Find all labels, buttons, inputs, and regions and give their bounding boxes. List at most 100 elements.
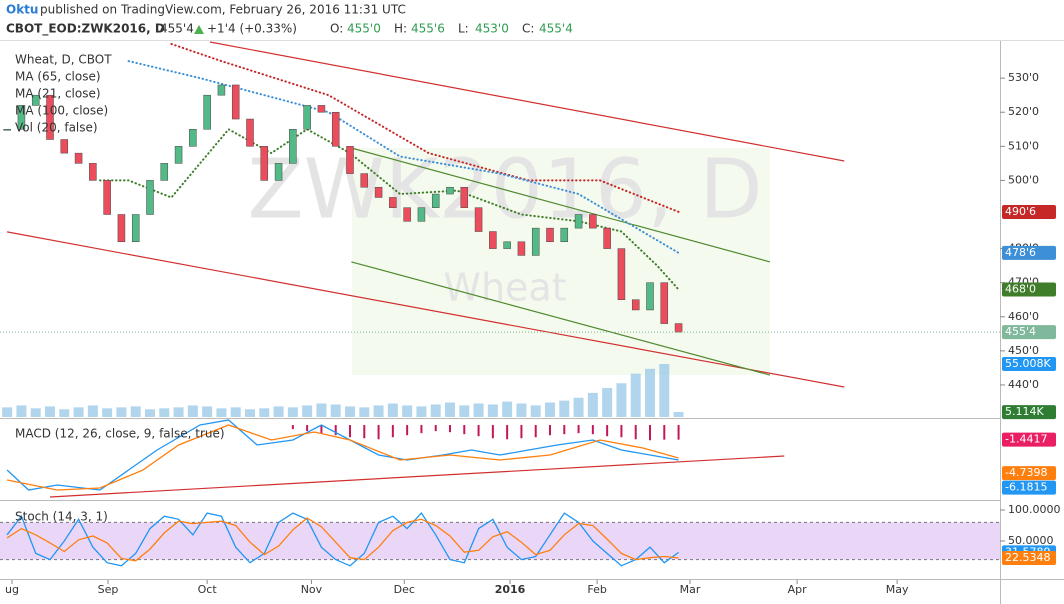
trend-line [6,231,845,388]
histogram-bar [406,425,409,436]
indicator-badge-label: 22.5348 [1005,551,1051,564]
volume-bar [102,408,113,417]
volume-bar [573,397,584,417]
volume-bar [216,408,227,417]
trend-line [209,41,845,162]
histogram-bar [434,425,437,432]
histogram-bar [363,425,366,439]
trend-line [351,261,771,376]
indicator-badge-label: -6.1815 [1005,481,1047,494]
x-tick-label: Sep [98,583,119,596]
x-tick-label: Dec [394,583,415,596]
ohlc-value: 453'0 [475,22,509,36]
candle [503,241,511,249]
volume-bar [59,409,70,417]
candle [131,214,140,243]
indicator-badge-label: -4.7398 [1005,466,1047,479]
volume-bar [559,400,570,417]
histogram-bar [477,425,480,437]
candle [346,146,354,174]
histogram-bar [634,425,637,440]
candle [660,282,669,324]
price-badge-label: 455'4 [1005,325,1036,338]
volume-bar [287,407,298,417]
volume-bar [459,405,470,417]
candle [160,163,169,181]
volume-bar [245,409,255,417]
candle [217,84,226,96]
ma-line [99,128,680,291]
x-tick-label: May [886,583,909,596]
price: 455'4 [160,22,194,36]
volume-badge-label: 5.114K [1005,405,1044,418]
histogram-bar [306,425,309,432]
histogram-bar [591,425,594,435]
volume-bar [273,406,284,417]
price-badge-label: 478'6 [1005,246,1036,259]
histogram-bar [620,425,623,438]
candle [203,94,211,130]
indicator-badge [1002,432,1056,447]
legend-entry: MA (65, close) [15,70,101,84]
candle [646,282,654,311]
volume-bar [73,407,84,417]
candle [189,129,197,147]
symbol: CBOT_EOD:ZWK2016, D [6,22,165,37]
volume-bar [659,363,670,417]
price-badge-label: 490'6 [1005,205,1036,218]
change: +1'4 (+0.33%) [207,22,297,36]
histogram-bar [649,425,651,441]
candle [446,186,454,195]
histogram-bar [563,425,566,435]
volume-bar [545,402,555,417]
candle [3,129,11,131]
price-badge [1002,282,1056,297]
ohlc-label: O: [330,22,343,36]
candle [403,207,411,222]
candle [331,111,340,147]
histogram-bar [320,425,323,434]
histogram-bar [377,425,380,440]
y-tick-label: 510'0 [1008,139,1039,152]
candle [31,94,40,106]
volume-bar [330,404,341,417]
x-tick-label: Nov [301,583,323,596]
candle [474,207,483,232]
legend-title: Wheat, D, CBOT [15,53,112,67]
x-tick-label: Apr [788,583,808,596]
y-tick-label: 500'0 [1008,173,1039,186]
candle [174,146,183,164]
indicator-badge-label: -1.4417 [1005,433,1047,446]
candle [560,227,569,243]
volume-bar [16,405,27,417]
legend-entry: MA (21, close) [15,87,101,101]
candle [74,152,83,164]
x-tick-label: Mar [680,583,701,596]
candle [489,231,497,249]
indicator-line [6,424,679,491]
price-badge [1002,245,1056,260]
ma-line [127,60,680,254]
y-tick-label: 460'0 [1008,310,1039,323]
price-badge [1002,204,1056,219]
histogram-bar [463,425,466,435]
ohlc-label: C: [522,22,534,36]
histogram-bar [663,425,666,440]
volume-bar [302,405,313,417]
volume-bar [45,406,55,417]
indicator-line [6,512,679,567]
histogram-bar [449,425,451,433]
y-tick-label: 530'0 [1008,71,1039,84]
candle [289,129,297,164]
candle [117,214,126,243]
candle [17,105,26,130]
ma-line [170,43,680,213]
y-tick-label: 100.0000 [1008,503,1061,516]
volume-bar [173,407,184,417]
price-badge-label: 468'0 [1005,283,1036,296]
indicator-line [6,517,679,562]
volume-bar [602,388,613,417]
y-tick-label: 520'0 [1008,105,1039,118]
author[interactable]: Oktu [6,3,38,17]
band [0,522,1000,560]
